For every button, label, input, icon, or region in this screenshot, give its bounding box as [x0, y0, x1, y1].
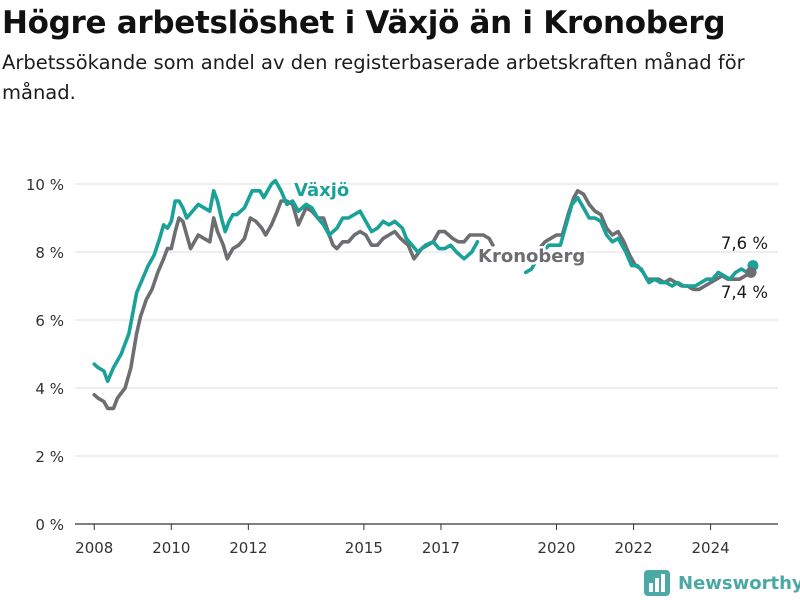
- end-label-vaxjo: 7,6 %: [721, 234, 768, 253]
- y-tick-label: 10 %: [26, 176, 64, 194]
- series-label-vaxjo: Växjö: [294, 180, 349, 201]
- end-label-kronoberg: 7,4 %: [721, 283, 768, 302]
- y-tick-label: 8 %: [35, 244, 64, 262]
- series-line-vaxjo-b: [523, 195, 755, 288]
- brand-name: Newsworthy: [678, 572, 800, 594]
- x-tick-label: 2015: [345, 539, 383, 557]
- x-tick-label: 2020: [537, 539, 575, 557]
- chart-title: Högre arbetslöshet i Växjö än i Kronober…: [2, 5, 726, 41]
- y-tick-label: 4 %: [35, 380, 64, 398]
- x-tick-label: 2017: [422, 539, 460, 557]
- x-tick-label: 2022: [614, 539, 652, 557]
- x-tick-label: 2024: [691, 539, 729, 557]
- x-tick-label: 2012: [229, 539, 267, 557]
- newsworthy-brand: Newsworthy: [644, 568, 800, 598]
- series-label-kronoberg: Kronoberg: [478, 246, 585, 267]
- y-tick-label: 0 %: [35, 516, 64, 534]
- series-line-vaxjo-a: [92, 178, 480, 383]
- bar-chart-logo-icon: [644, 570, 670, 596]
- end-dot-kronoberg: [745, 266, 757, 278]
- y-tick-label: 2 %: [35, 448, 64, 466]
- chart-subtitle: Arbetssökande som andel av den registerb…: [2, 51, 745, 104]
- y-tick-label: 6 %: [35, 312, 64, 330]
- x-tick-label: 2008: [75, 539, 113, 557]
- x-tick-label: 2010: [152, 539, 190, 557]
- series-line-kronoberg-a: [92, 199, 495, 411]
